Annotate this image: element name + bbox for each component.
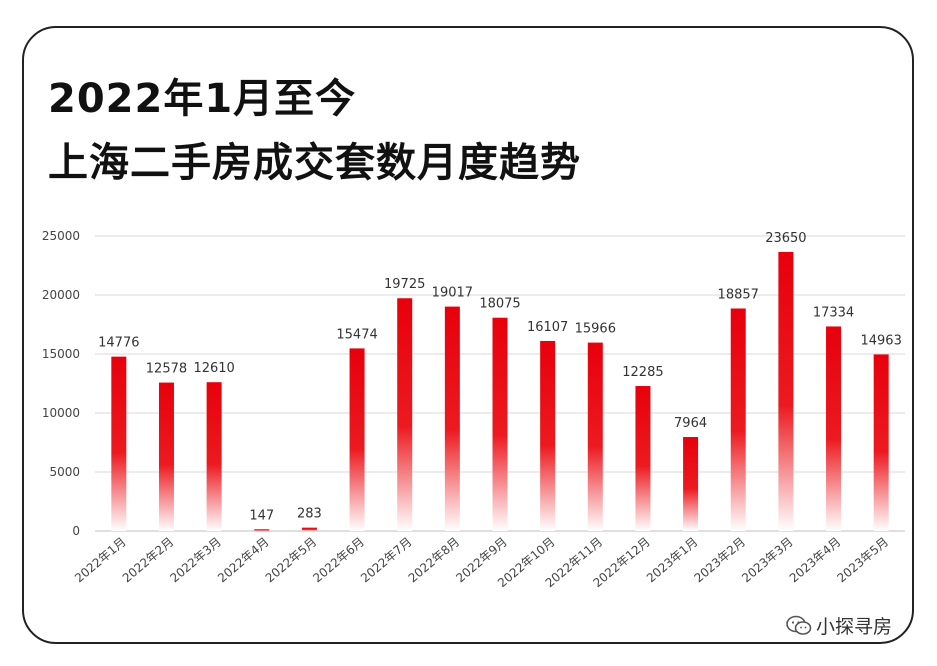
data-label: 15474 [336,327,377,342]
bar [826,326,842,531]
wechat-icon [786,615,812,635]
x-tick-label: 2023年2月 [692,535,749,586]
bar [111,356,127,531]
data-label: 19017 [432,286,473,301]
y-tick-label: 10000 [42,406,80,420]
y-tick-label: 25000 [42,229,80,243]
x-tick-label: 2022年8月 [406,535,463,586]
chart-title-line-1: 2022年1月至今 [48,76,357,122]
data-label: 15966 [575,322,616,337]
data-label: 14963 [860,333,901,348]
bar [444,306,460,531]
data-label: 283 [297,507,322,522]
data-label: 147 [249,508,274,523]
data-label: 19725 [384,277,425,292]
x-tick-label: 2022年1月 [72,535,129,586]
bars-layer [111,251,889,531]
bar [206,382,222,531]
data-label: 16107 [527,320,568,335]
data-label: 17334 [813,305,854,320]
y-tick-label: 0 [72,524,80,538]
watermark: 小探寻房 [786,612,892,639]
data-label: 12610 [193,361,234,376]
bar [873,354,889,531]
data-label: 12578 [146,362,187,377]
bar [587,342,603,531]
bar [683,437,699,531]
y-tick-label: 5000 [49,465,80,479]
bar [301,527,317,531]
chart-card [22,26,914,644]
x-tick-label: 2023年5月 [834,535,891,586]
data-label: 7964 [674,416,707,431]
x-tick-label: 2023年1月 [644,535,701,586]
bar [397,298,413,531]
bar [635,386,651,531]
x-tick-label: 2022年5月 [263,535,320,586]
chart-title-line-2: 上海二手房成交套数月度趋势 [48,140,581,186]
x-tick-label: 2022年3月 [167,535,224,586]
bar [492,317,508,531]
bar [158,382,174,531]
watermark-text: 小探寻房 [816,616,893,638]
bar [778,251,794,531]
y-tick-label: 15000 [42,347,80,361]
bar [254,529,270,531]
data-label: 18075 [479,297,520,312]
x-tick-label: 2022年4月 [215,535,272,586]
data-label: 23650 [765,231,806,246]
data-label: 14776 [98,336,139,351]
bar [730,308,746,531]
x-tick-label: 2022年7月 [358,535,415,586]
data-label: 18857 [718,287,759,302]
x-tick-label: 2022年6月 [310,535,367,586]
x-tick-label: 2023年3月 [739,535,796,586]
data-label: 12285 [622,365,663,380]
y-tick-label: 20000 [42,288,80,302]
x-tick-label: 2023年4月 [787,535,844,586]
x-tick-label: 2022年2月 [120,535,177,586]
bar [540,340,556,531]
bar [349,348,365,531]
